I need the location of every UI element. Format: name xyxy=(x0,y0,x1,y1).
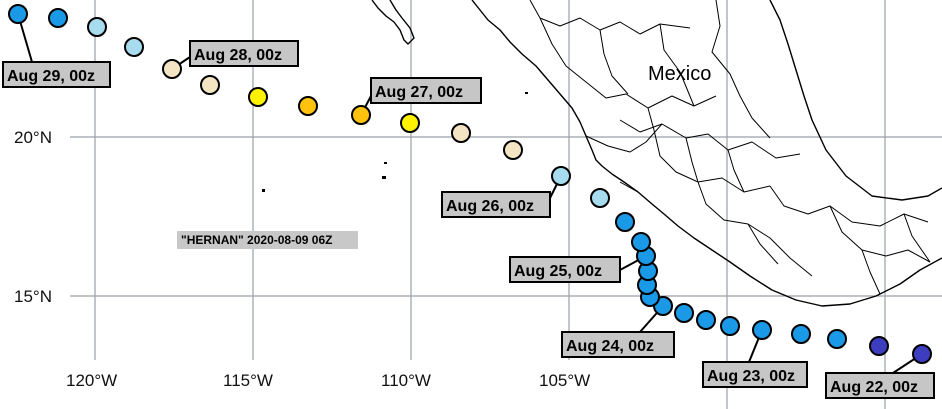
track-point xyxy=(827,329,847,349)
lat-label-15n: 15°N xyxy=(14,287,52,306)
lon-label-120w: 120°W xyxy=(66,371,117,390)
track-point xyxy=(696,310,716,330)
islands xyxy=(262,92,528,192)
date-labels: Aug 22, 00z Aug 23, 00z Aug 24, 00z Aug 25,… xyxy=(2,40,935,399)
lon-label-110w: 110°W xyxy=(381,371,431,390)
latitude-labels: 20°N 15°N xyxy=(14,128,52,306)
date-label-text: Aug 23, 00z xyxy=(707,368,795,385)
track-point xyxy=(124,37,144,57)
date-label: Aug 27, 00z xyxy=(370,77,482,104)
track-point xyxy=(615,212,635,232)
track-point xyxy=(674,303,694,323)
track-point xyxy=(551,166,571,186)
baja-california-coast xyxy=(371,0,415,45)
state-borders xyxy=(529,0,931,295)
lon-label-105w: 105°W xyxy=(539,371,590,390)
date-label-box xyxy=(441,191,551,218)
lat-label-20n: 20°N xyxy=(14,128,52,147)
track-point xyxy=(752,320,772,340)
track-point xyxy=(351,105,371,125)
date-label-box xyxy=(825,372,935,399)
track-point xyxy=(298,96,318,116)
country-label: Mexico xyxy=(648,63,711,85)
date-label: Aug 24, 00z xyxy=(561,331,675,358)
date-label: Aug 25, 00z xyxy=(509,256,621,283)
track-point xyxy=(869,336,889,356)
date-label: Aug 26, 00z xyxy=(441,191,551,218)
track-point xyxy=(8,4,28,24)
storm-track xyxy=(8,4,932,364)
date-label-text: Aug 24, 00z xyxy=(566,338,654,355)
lon-label-115w: 115°W xyxy=(223,371,273,390)
date-label-box xyxy=(189,40,299,67)
track-point xyxy=(400,113,420,133)
track-point xyxy=(451,123,471,143)
date-label: Aug 29, 00z xyxy=(2,61,111,88)
date-label-text: Aug 28, 00z xyxy=(194,47,282,64)
date-label-text: Aug 29, 00z xyxy=(7,68,95,85)
storm-name-text: "HERNAN" 2020-08-09 06Z xyxy=(181,233,332,247)
date-label-box xyxy=(702,361,808,388)
track-point xyxy=(791,324,811,344)
storm-name-label-bg xyxy=(177,231,358,249)
date-label: Aug 22, 00z xyxy=(825,372,935,399)
track-point xyxy=(162,59,182,79)
track-point xyxy=(631,232,651,252)
date-label-text: Aug 26, 00z xyxy=(446,198,534,215)
track-point xyxy=(87,17,107,37)
gulf-of-mexico-coast xyxy=(769,0,942,201)
track-point xyxy=(590,188,610,208)
track-point xyxy=(200,75,220,95)
date-label-box xyxy=(509,256,621,283)
track-point xyxy=(503,140,523,160)
storm-name-label: "HERNAN" 2020-08-09 06Z xyxy=(177,231,358,249)
date-label-text: Aug 25, 00z xyxy=(514,263,602,280)
date-label-text: Aug 27, 00z xyxy=(375,84,463,101)
mainland-mexico-coast xyxy=(471,0,942,307)
date-label-box xyxy=(370,77,482,104)
longitude-labels: 120°W 115°W 110°W 105°W xyxy=(66,371,590,390)
date-label-text: Aug 22, 00z xyxy=(830,379,918,396)
date-label-box xyxy=(2,61,111,88)
date-label-box xyxy=(561,331,675,358)
date-label: Aug 28, 00z xyxy=(189,40,299,67)
track-point xyxy=(912,344,932,364)
track-point xyxy=(720,316,740,336)
track-point xyxy=(48,8,68,28)
land xyxy=(262,0,942,307)
date-label: Aug 23, 00z xyxy=(702,361,808,388)
track-point xyxy=(248,87,268,107)
